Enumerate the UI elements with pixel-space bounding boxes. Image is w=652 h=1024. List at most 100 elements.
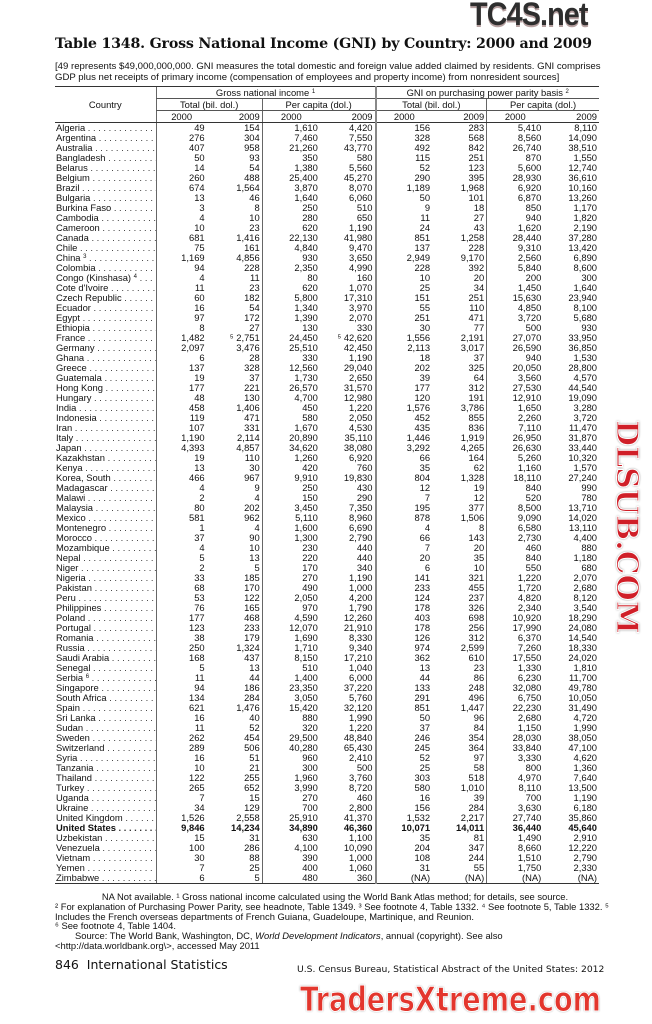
- value-cell: 620: [261, 223, 320, 233]
- value-cell: 492: [374, 143, 433, 153]
- value-cell: 44,540: [568, 383, 597, 393]
- value-cell: 4: [254, 523, 260, 533]
- value-cell: 3,720: [486, 313, 544, 323]
- country-name: France . . . . . . . . . . . . . . . . .…: [55, 333, 156, 343]
- leader-dots: . . . . . . . . . . . . . . . . . . . .: [124, 293, 156, 303]
- value-cell: 1,190: [155, 433, 207, 443]
- value-cell: 11: [155, 673, 207, 683]
- value-cell: 518: [468, 773, 485, 783]
- value-cell: 35: [374, 833, 433, 843]
- value-cell: 8,960: [349, 513, 373, 523]
- value-cell: 1,100: [349, 833, 373, 843]
- value-cell: 35,110: [344, 433, 373, 443]
- value-cell: ⁵ 2,751: [229, 333, 260, 343]
- value-cell: 1,190: [349, 353, 373, 363]
- value-cell: 930: [261, 253, 320, 263]
- value-cell: 6: [155, 873, 207, 884]
- value-cell: 300: [581, 273, 597, 283]
- value-cell: 1,447: [460, 703, 485, 713]
- value-cell: 580: [356, 153, 373, 163]
- value-cell: 126: [374, 633, 433, 643]
- country-label: Turkey: [56, 783, 85, 793]
- leader-dots: . . . . . . . . . . . . . . . . . . . .: [87, 333, 156, 343]
- value-cell: 3,786: [460, 403, 485, 413]
- country-name: Argentina . . . . . . . . . . . . . . . …: [55, 133, 156, 143]
- table-row: India . . . . . . . . . . . . . . . . . …: [55, 403, 599, 413]
- leader-dots: . . . . . . . . . . . . . . . . . . . .: [81, 563, 156, 573]
- value-cell: 652: [244, 783, 260, 793]
- value-cell: 1,400: [261, 673, 320, 683]
- country-label: Spain: [56, 703, 80, 713]
- value-cell: 233: [374, 583, 433, 593]
- value-cell: 2,558: [236, 813, 260, 823]
- value-cell: 156: [374, 803, 433, 813]
- value-cell: 496: [468, 693, 485, 703]
- country-name: Belarus . . . . . . . . . . . . . . . . …: [55, 163, 156, 173]
- value-cell: 28: [249, 353, 260, 363]
- leader-dots: . . . . . . . . . . . . . . . . . . . .: [94, 773, 157, 783]
- value-cell: 177: [374, 383, 433, 393]
- value-cell: 44: [374, 673, 433, 683]
- value-cell: 1,710: [261, 643, 320, 653]
- value-cell: 9: [254, 483, 260, 493]
- value-cell: 1,070: [349, 283, 373, 293]
- value-cell: 37,280: [568, 233, 597, 243]
- leader-dots: . . . . . . . . . . . . . . . . . . . .: [95, 143, 156, 153]
- value-cell: 130: [261, 323, 320, 333]
- value-cell: 630: [261, 833, 320, 843]
- value-cell: 27,240: [568, 473, 597, 483]
- country-label: Iran: [56, 423, 73, 433]
- country-name: Canada . . . . . . . . . . . . . . . . .…: [55, 233, 156, 243]
- value-cell: 37: [155, 533, 207, 543]
- value-cell: 326: [468, 603, 485, 613]
- country-name: Madagascar . . . . . . . . . . . . . . .…: [55, 483, 156, 493]
- value-cell: 16: [155, 303, 207, 313]
- table-row: Montenegro . . . . . . . . . . . . . . .…: [55, 523, 599, 533]
- value-cell: 510: [356, 203, 373, 213]
- leader-dots: . . . . . . . . . . . . . . . . . . . .: [112, 543, 156, 553]
- value-cell: 550: [486, 563, 544, 573]
- value-cell: 5,110: [261, 513, 320, 523]
- table-row: Nepal . . . . . . . . . . . . . . . . . …: [55, 553, 599, 563]
- leader-dots: . . . . . . . . . . . . . . . . . . . .: [89, 363, 156, 373]
- value-cell: 1,258: [460, 233, 485, 243]
- value-cell: 170: [261, 563, 320, 573]
- value-cell: 10: [249, 543, 260, 553]
- value-cell: 97: [155, 313, 207, 323]
- value-cell: 88: [249, 853, 260, 863]
- country-label: Uganda: [56, 793, 89, 803]
- value-cell: 13: [249, 553, 260, 563]
- value-cell: 33,950: [568, 333, 597, 343]
- value-cell: 36,850: [568, 343, 597, 353]
- value-cell: 8,660: [486, 843, 544, 853]
- value-cell: 3,476: [236, 343, 260, 353]
- value-cell: 7: [374, 543, 433, 553]
- country-name: Korea, South . . . . . . . . . . . . . .…: [55, 473, 156, 483]
- table-row: Algeria . . . . . . . . . . . . . . . . …: [55, 122, 599, 133]
- table-row: Saudi Arabia . . . . . . . . . . . . . .…: [55, 653, 599, 663]
- year-header: 2009: [206, 110, 263, 123]
- table-row: Uzbekistan . . . . . . . . . . . . . . .…: [55, 833, 599, 843]
- country-name: Mozambique . . . . . . . . . . . . . . .…: [55, 543, 156, 553]
- leader-dots: . . . . . . . . . . . . . . . . . . . .: [118, 823, 157, 833]
- value-cell: 245: [374, 743, 433, 753]
- value-cell: 842: [468, 143, 485, 153]
- value-cell: 4,400: [573, 533, 597, 543]
- value-cell: 10,050: [568, 693, 597, 703]
- value-cell: 6,920: [349, 453, 373, 463]
- country-name: Indonesia . . . . . . . . . . . . . . . …: [55, 413, 156, 423]
- value-cell: 17,310: [343, 293, 373, 303]
- value-cell: 262: [155, 733, 207, 743]
- header-row-subgroups: Total (bil. dol.) Per capita (dol.) Tota…: [55, 98, 599, 111]
- value-cell: 10,090: [343, 843, 373, 853]
- country-name: Serbia 6 . . . . . . . . . . . . . . . .…: [55, 673, 156, 683]
- value-cell: 2,340: [486, 603, 544, 613]
- value-cell: 6: [374, 563, 433, 573]
- value-cell: 33,440: [568, 443, 597, 453]
- value-cell: 200: [486, 273, 544, 283]
- value-cell: 38,050: [568, 733, 597, 743]
- value-cell: 11: [155, 283, 207, 293]
- country-label: Congo (Kinshasa): [56, 273, 132, 283]
- value-cell: 283: [468, 122, 485, 133]
- value-cell: 23,350: [261, 683, 320, 693]
